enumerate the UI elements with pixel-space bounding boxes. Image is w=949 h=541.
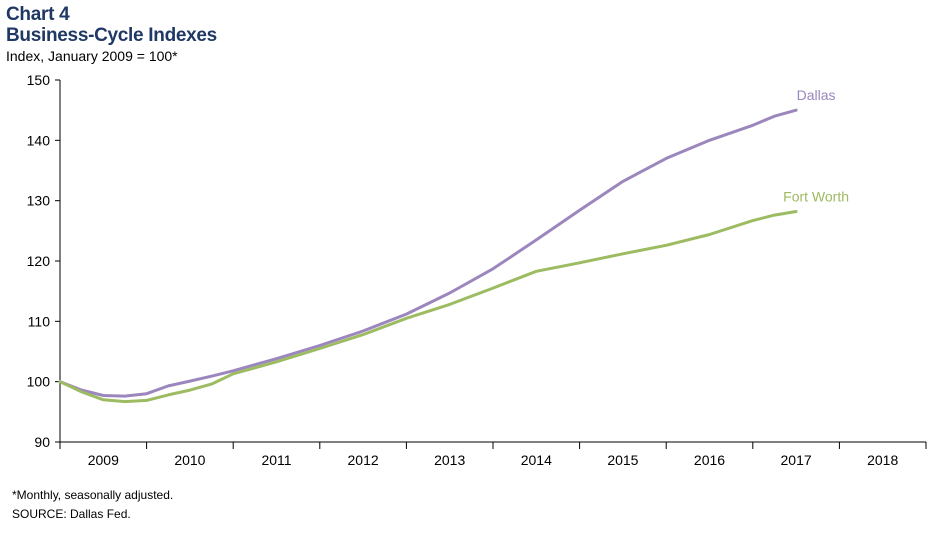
y-tick-label: 100 (27, 374, 51, 390)
y-tick-label: 120 (27, 253, 51, 269)
y-tick-label: 110 (28, 313, 51, 329)
y-tick-label: 140 (27, 132, 51, 148)
y-tick-label: 150 (27, 72, 51, 88)
series-label-fort-worth: Fort Worth (783, 189, 849, 205)
series-line-fort-worth (58, 210, 798, 404)
chart-number: Chart 4 (6, 4, 70, 25)
x-tick-label: 2009 (88, 452, 119, 468)
line-chart: 90 100 110 120 130 140 150 2009 2010 2011 2012 2013… (27, 72, 927, 468)
footnote: *Monthly, seasonally adjusted. (12, 488, 174, 502)
x-tick-label: 2010 (174, 452, 205, 468)
x-tick-label: 2016 (694, 452, 725, 468)
chart-title: Business-Cycle Indexes (6, 25, 217, 46)
x-tick-label: 2012 (348, 452, 379, 468)
x-tick-label: 2014 (521, 452, 552, 468)
chart-subtitle: Index, January 2009 = 100* (6, 48, 178, 64)
x-tick-label: 2011 (261, 452, 291, 468)
series-line-dallas (58, 108, 798, 398)
y-tick-label: 130 (27, 193, 51, 209)
series-label-dallas: Dallas (797, 87, 836, 103)
x-tick-label: 2017 (781, 452, 812, 468)
y-tick-label: 90 (34, 434, 50, 450)
source-note: SOURCE: Dallas Fed. (12, 507, 131, 521)
x-tick-label: 2015 (607, 452, 638, 468)
x-tick-label: 2013 (434, 452, 465, 468)
x-tick-label: 2018 (867, 452, 898, 468)
